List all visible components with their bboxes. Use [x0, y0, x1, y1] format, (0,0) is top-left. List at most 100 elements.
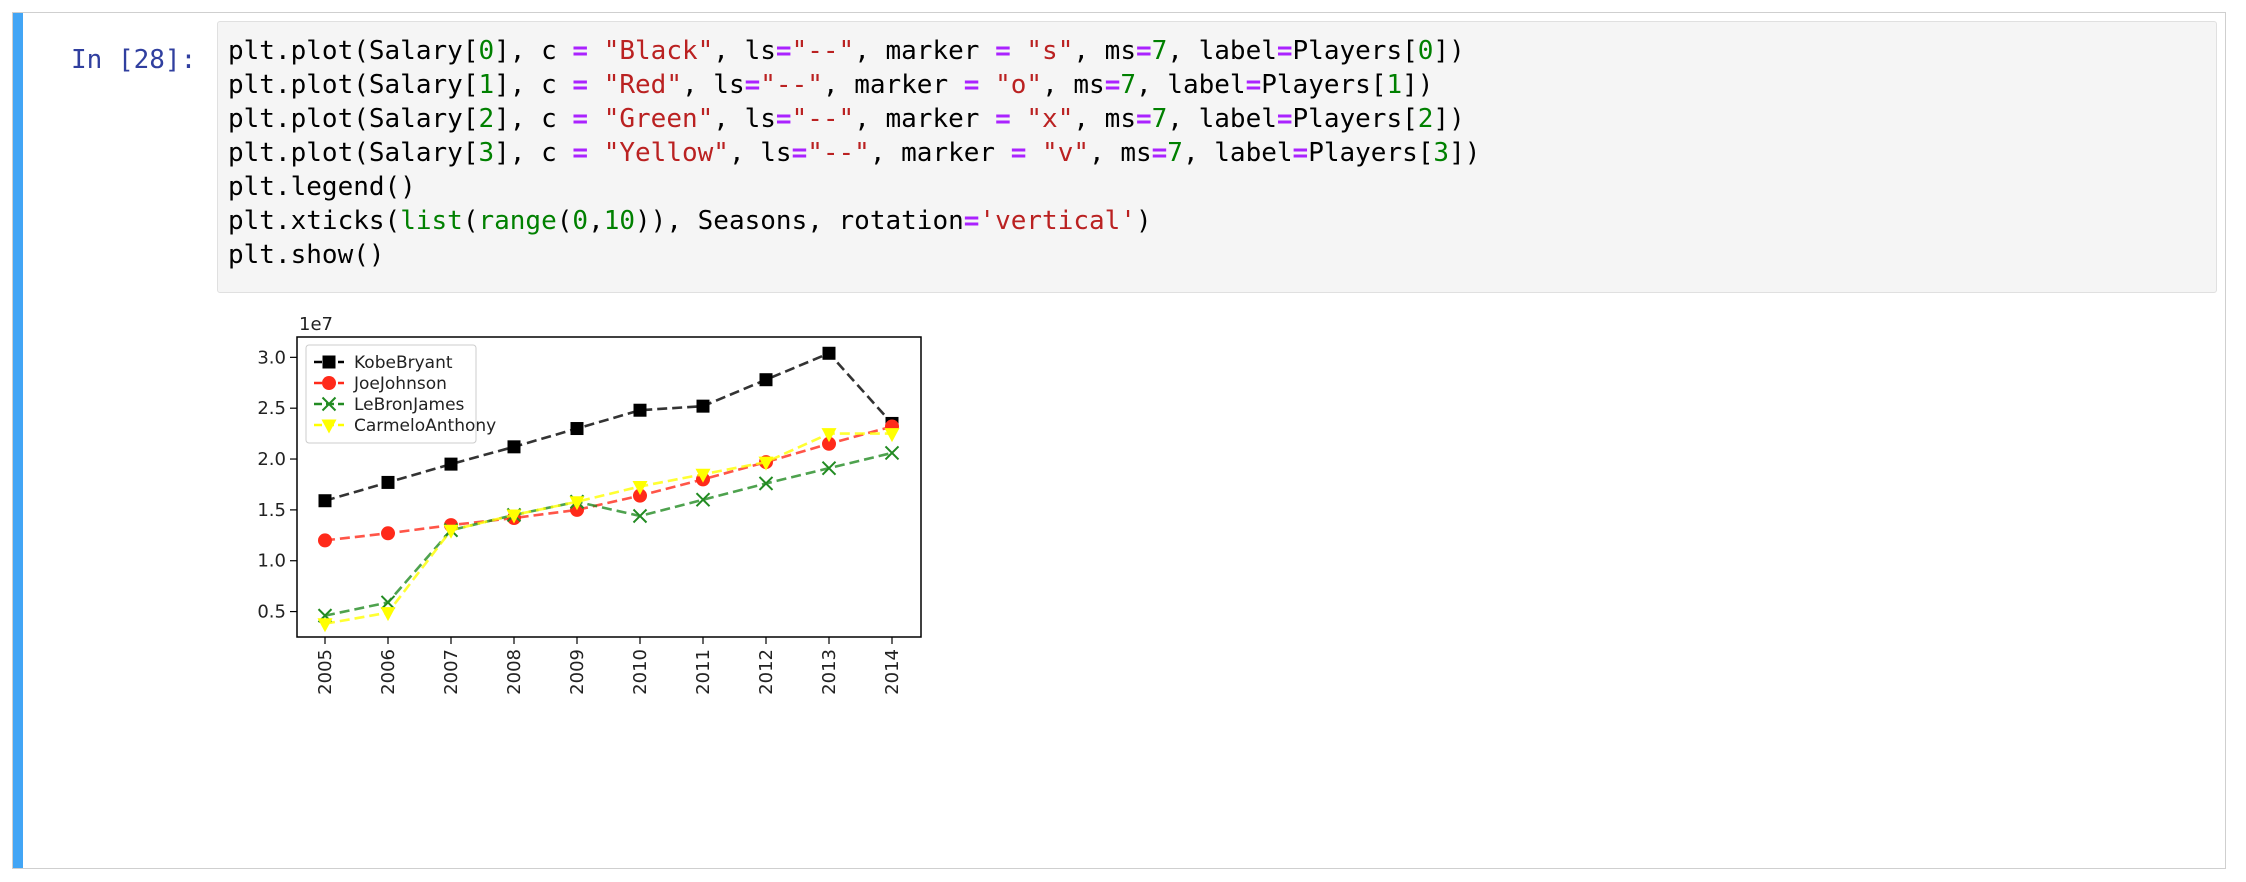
- code-token: =: [744, 70, 761, 100]
- data-point: [822, 346, 836, 360]
- code-token: , marker: [854, 36, 996, 66]
- code-token: 3: [478, 138, 495, 168]
- code-token: plt.plot(Salary[: [228, 104, 479, 134]
- code-token: "--": [807, 138, 870, 168]
- code-token: plt.plot(Salary[: [228, 70, 479, 100]
- code-token: =: [775, 104, 792, 134]
- code-token: 3: [1433, 138, 1450, 168]
- data-point: [380, 607, 396, 622]
- code-line: plt.plot(Salary[0], c = "Black", ls="--"…: [228, 36, 1465, 66]
- code-token: [979, 70, 995, 100]
- data-point: [696, 399, 710, 413]
- code-token: , label: [1136, 70, 1246, 100]
- legend: KobeBryantJoeJohnsonLeBronJamesCarmeloAn…: [305, 344, 496, 444]
- data-point: [569, 496, 585, 511]
- data-point: [632, 480, 648, 495]
- code-editor[interactable]: plt.plot(Salary[0], c = "Black", ls="--"…: [228, 34, 1480, 272]
- y-exponent-label: 1e7: [299, 314, 333, 335]
- code-token: , ls: [728, 138, 792, 168]
- x-tick-label: 2013: [819, 649, 840, 695]
- code-token: ]): [1449, 138, 1481, 168]
- input-prompt: In [28]:: [71, 45, 197, 75]
- code-token: Players[: [1261, 70, 1387, 100]
- code-token: , label: [1167, 36, 1277, 66]
- x-tick-label: 2007: [441, 649, 462, 695]
- y-tick-label: 1.0: [257, 551, 286, 572]
- data-point: [759, 373, 773, 387]
- y-tick-label: 0.5: [257, 602, 286, 623]
- code-token: =: [1135, 104, 1152, 134]
- data-point: [821, 428, 837, 443]
- code-token: "Green": [603, 104, 714, 134]
- y-tick-label: 3.0: [257, 347, 286, 368]
- code-token: Players[: [1292, 36, 1418, 66]
- code-line: plt.plot(Salary[3], c = "Yellow", ls="--…: [228, 138, 1480, 168]
- x-tick-label: 2014: [882, 649, 903, 695]
- code-token: =: [995, 36, 1011, 66]
- data-point: [322, 376, 336, 390]
- code-token: 10: [603, 206, 636, 236]
- code-token: ], c: [494, 138, 573, 168]
- code-token: 7: [1120, 70, 1136, 100]
- code-token: =: [572, 104, 589, 134]
- code-line: plt.plot(Salary[2], c = "Green", ls="--"…: [228, 104, 1465, 134]
- code-token: plt.plot(Salary[: [228, 138, 479, 168]
- y-tick-label: 2.5: [257, 398, 286, 419]
- data-point: [507, 440, 521, 454]
- data-point: [318, 494, 332, 508]
- data-point: [317, 618, 333, 633]
- code-token: [1026, 138, 1042, 168]
- code-token: , ls: [713, 104, 776, 134]
- code-token: =: [963, 206, 980, 236]
- data-point: [822, 436, 836, 451]
- code-token: =: [1010, 138, 1027, 168]
- code-token: Players[: [1308, 138, 1434, 168]
- code-token: =: [572, 138, 589, 168]
- legend-label: CarmeloAnthony: [354, 416, 496, 436]
- series-line: [324, 432, 892, 626]
- code-token: [1011, 104, 1027, 134]
- legend-frame: [305, 344, 477, 444]
- code-token: [588, 104, 604, 134]
- y-tick-label: 2.0: [257, 449, 286, 470]
- data-point: [506, 509, 522, 524]
- code-token: ]): [1433, 36, 1465, 66]
- code-token: 0: [572, 206, 589, 236]
- line-chart: 1e7 0.5 1.0 1.5 2.0 2.5 3.0 2005 2006 2007 2008 20…: [257, 314, 922, 695]
- code-line: plt.xticks(list(range(0,10)), Seasons, r…: [228, 206, 1152, 236]
- code-token: , ls: [713, 36, 776, 66]
- code-input-area[interactable]: plt.plot(Salary[0], c = "Black", ls="--"…: [217, 21, 2217, 293]
- code-token: ]): [1433, 104, 1465, 134]
- data-point: [633, 403, 647, 417]
- code-token: , ms: [1089, 138, 1152, 168]
- output-area: 1e7 0.5 1.0 1.5 2.0 2.5 3.0 2005 2006 2007 2008 20…: [217, 303, 1237, 863]
- code-token: =: [1151, 138, 1168, 168]
- code-token: , ms: [1042, 70, 1105, 100]
- code-token: =: [572, 36, 589, 66]
- series-kobebryant: [318, 346, 899, 508]
- code-token: [1011, 36, 1027, 66]
- code-token: , label: [1182, 138, 1293, 168]
- data-point: [322, 355, 336, 369]
- code-token: 7: [1151, 36, 1168, 66]
- notebook-cell[interactable]: In [28]: plt.plot(Salary[0], c = "Black"…: [12, 12, 2226, 869]
- code-token: =: [791, 138, 808, 168]
- data-point: [380, 595, 396, 610]
- code-token: list: [400, 206, 463, 236]
- code-token: [588, 36, 604, 66]
- code-token: ]): [1402, 70, 1434, 100]
- code-token: plt.xticks(: [228, 206, 401, 236]
- data-point: [632, 508, 648, 524]
- legend-label: JoeJohnson: [353, 374, 447, 394]
- code-token: )), Seasons, rotation: [635, 206, 964, 236]
- x-tick-label: 2011: [693, 649, 714, 695]
- data-point: [570, 422, 584, 436]
- code-line: plt.plot(Salary[1], c = "Red", ls="--", …: [228, 70, 1433, 100]
- code-token: plt.show(): [228, 240, 385, 270]
- data-point: [695, 468, 711, 483]
- code-token: 1: [478, 70, 495, 100]
- legend-label: KobeBryant: [354, 353, 453, 373]
- code-token: =: [1104, 70, 1121, 100]
- code-token: 0: [1417, 36, 1434, 66]
- code-token: ): [1135, 206, 1152, 236]
